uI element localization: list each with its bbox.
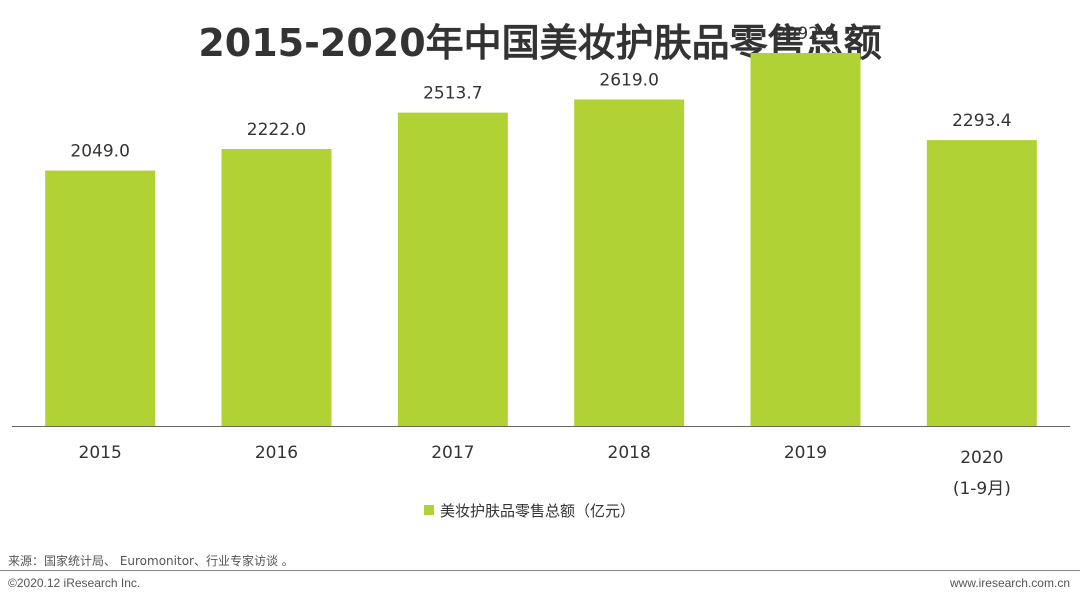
bar-5 (926, 140, 1037, 426)
data-label-3: 2619.0 (599, 70, 658, 90)
data-label-4: 2992.0 (776, 24, 835, 44)
copyright-text: ©2020.12 iResearch Inc. (8, 576, 141, 590)
x-tick-label-1: 2016 (255, 443, 298, 463)
bar-4 (750, 52, 861, 426)
x-tick-label-5-line1: (1-9月) (953, 479, 1011, 499)
x-tick-label-3: 2018 (608, 443, 651, 463)
bar-2 (397, 112, 508, 426)
legend-label: 美妆护肤品零售总额（亿元） (440, 501, 636, 520)
x-tick-label-4: 2019 (784, 443, 827, 463)
bar-1 (221, 148, 332, 426)
data-label-0: 2049.0 (70, 142, 129, 162)
bar-0 (45, 170, 156, 426)
legend-swatch (424, 505, 434, 515)
data-label-1: 2222.0 (247, 120, 306, 140)
bar-3 (574, 99, 685, 427)
source-note: 来源：国家统计局、 Euromonitor、行业专家访谈 。 (8, 554, 294, 568)
website-link[interactable]: www.iresearch.com.cn (949, 576, 1070, 590)
footer-divider (0, 570, 1080, 571)
x-tick-label-5: 2020 (960, 448, 1003, 468)
x-tick-label-0: 2015 (79, 443, 122, 463)
x-tick-label-2: 2017 (431, 443, 474, 463)
data-label-5: 2293.4 (952, 111, 1011, 131)
chart-legend: 美妆护肤品零售总额（亿元） (424, 498, 635, 522)
data-label-2: 2513.7 (423, 84, 482, 104)
